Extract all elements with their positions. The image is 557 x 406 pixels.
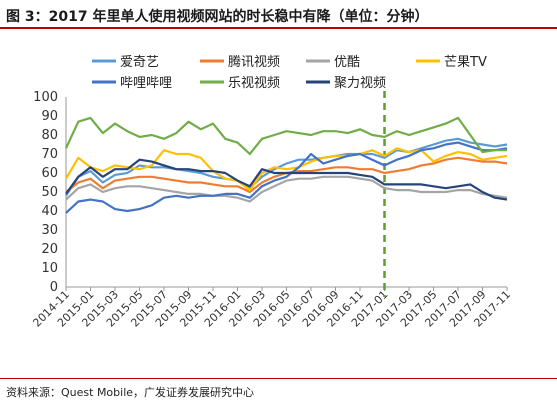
plot-area — [65, 91, 508, 297]
legend-label: 乐视视频 — [228, 76, 280, 91]
title-underline — [0, 27, 557, 29]
series-line-7 — [65, 158, 508, 201]
legend-item: 腾讯视频 — [200, 54, 280, 70]
legend-item: 爱奇艺 — [92, 54, 159, 70]
legend-item: 哔哩哔哩 — [92, 76, 172, 91]
y-tick-label: 100 — [33, 90, 58, 105]
series-line-3 — [65, 175, 508, 203]
legend-label: 爱奇艺 — [120, 54, 159, 70]
legend-item: 优酷 — [306, 55, 360, 70]
chart-title: 图 3：2017 年里单人使用视频网站的时长稳中有降（单位：分钟） — [6, 9, 429, 25]
legend-label: 聚力视频 — [334, 76, 386, 91]
line-chart: 爱奇艺 腾讯视频 优酷 芒果TV 哔哩哔哩 乐视视频 聚力视频 0 10 20 30 40 50 60 7… — [30, 54, 513, 330]
y-tick-label: 0 — [50, 280, 58, 295]
y-tick-label: 30 — [41, 223, 58, 238]
y-tick-label: 90 — [41, 109, 58, 124]
y-tick-label: 40 — [41, 204, 58, 219]
legend-item: 聚力视频 — [306, 76, 386, 91]
source-note: 资料来源：Quest Mobile，广发证券发展研究中心 — [6, 386, 255, 399]
y-tick-label: 20 — [41, 242, 58, 257]
x-axis: 2014-112015-012015-032015-052015-072015-… — [30, 286, 513, 330]
legend-item: 芒果TV — [416, 54, 487, 70]
legend-item: 乐视视频 — [200, 76, 280, 91]
chart-legend: 爱奇艺 腾讯视频 优酷 芒果TV 哔哩哔哩 乐视视频 聚力视频 — [92, 54, 487, 91]
legend-label: 优酷 — [334, 55, 360, 70]
series-line-6 — [65, 116, 507, 156]
y-axis: 0 10 20 30 40 50 60 70 80 90 100 — [33, 90, 67, 295]
series-line-5 — [65, 141, 508, 214]
legend-label: 哔哩哔哩 — [120, 76, 172, 91]
y-tick-label: 80 — [41, 128, 58, 143]
y-tick-label: 50 — [41, 185, 58, 200]
y-tick-label: 70 — [41, 147, 58, 162]
y-tick-label: 10 — [41, 261, 58, 276]
y-tick-label: 60 — [41, 166, 58, 181]
source-rule — [0, 378, 557, 379]
legend-label: 芒果TV — [444, 54, 487, 70]
legend-label: 腾讯视频 — [228, 54, 280, 70]
series-line-4 — [65, 147, 508, 192]
series-line-1 — [65, 137, 508, 197]
